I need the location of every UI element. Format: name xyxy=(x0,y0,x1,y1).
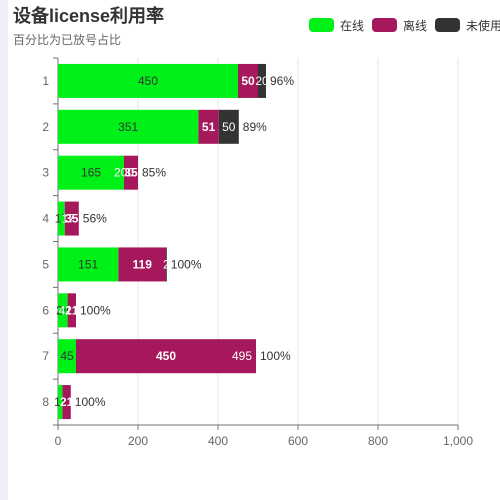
legend-swatch-online xyxy=(309,18,334,32)
bar-segment xyxy=(58,155,124,190)
hidden-value-label: 495 xyxy=(232,349,252,363)
y-tick-label: 6 xyxy=(42,303,49,317)
x-tick-label: 400 xyxy=(208,434,228,448)
percent-label: 100% xyxy=(260,349,291,363)
bar-segment xyxy=(58,63,238,98)
y-tick-label: 8 xyxy=(42,395,49,409)
y-tick-label: 4 xyxy=(42,212,49,226)
bar-segment xyxy=(62,385,71,420)
percent-label: 100% xyxy=(75,395,106,409)
bar-value-label: 50 xyxy=(222,120,236,134)
bar-segment xyxy=(238,63,258,98)
y-tick-label: 3 xyxy=(42,166,49,180)
bar-segment xyxy=(198,109,219,144)
legend-item-unused[interactable]: 未使用 xyxy=(435,16,500,34)
bar-value-label: 50 xyxy=(241,74,255,88)
bar-value-label: 45 xyxy=(60,349,74,363)
bar-value-label: 119 xyxy=(133,257,153,271)
bar-value-label: 24 xyxy=(56,303,70,317)
legend-item-offline[interactable]: 离线 xyxy=(372,16,427,34)
x-tick-label: 800 xyxy=(368,434,388,448)
percent-label: 56% xyxy=(83,212,107,226)
bar-value-label: 450 xyxy=(138,74,158,88)
bar-value-label: 351 xyxy=(118,120,138,134)
x-tick-label: 200 xyxy=(128,434,148,448)
bar-segment xyxy=(76,339,256,374)
legend-swatch-unused xyxy=(435,18,460,32)
bar-value-label: 20 xyxy=(255,74,269,88)
bar-segment xyxy=(166,247,167,282)
bar-segment xyxy=(258,63,266,98)
bar-segment xyxy=(58,109,199,144)
bar-segment xyxy=(58,385,63,420)
bar-value-label: 11 xyxy=(54,395,67,409)
bar-value-label: 35 xyxy=(65,212,79,226)
y-tick-label: 2 xyxy=(42,120,49,134)
y-tick-label: 5 xyxy=(42,257,49,271)
percent-label: 89% xyxy=(243,120,267,134)
percent-label: 85% xyxy=(142,166,166,180)
y-tick-label: 1 xyxy=(42,74,49,88)
bar-segment xyxy=(67,293,76,328)
bar-value-label: 165 xyxy=(81,166,101,180)
bar-value-label: 21 xyxy=(65,303,79,317)
percent-label: 96% xyxy=(270,74,294,88)
hidden-value-label: 200 xyxy=(114,166,134,180)
bar-value-label: 151 xyxy=(78,257,98,271)
percent-label: 100% xyxy=(171,257,202,271)
legend-label-offline: 离线 xyxy=(403,18,428,33)
legend-label-unused: 未使用 xyxy=(466,18,500,33)
x-tick-label: 1,000 xyxy=(443,434,473,448)
left-edge-strip xyxy=(0,0,8,500)
y-tick-label: 7 xyxy=(42,349,49,363)
bar-value-label: 2 xyxy=(163,257,170,271)
bar-value-label: 21 xyxy=(60,395,74,409)
chart-subtitle: 百分比为已放号占比 xyxy=(13,33,122,47)
legend-label-online: 在线 xyxy=(340,18,365,33)
x-tick-label: 0 xyxy=(55,434,62,448)
bar-segment xyxy=(58,293,68,328)
hidden-value-label: 41 xyxy=(59,303,73,317)
bar-value-label: 17 xyxy=(55,212,69,226)
bar-value-label: 51 xyxy=(202,120,216,134)
bar-segment xyxy=(124,155,138,190)
percent-label: 100% xyxy=(80,303,111,317)
bar-value-label: 35 xyxy=(124,166,138,180)
bar-segment xyxy=(58,201,65,236)
bar-segment xyxy=(118,247,166,282)
bar-segment xyxy=(218,109,239,144)
bar-value-label: 450 xyxy=(156,349,176,363)
hidden-value-label: 17 xyxy=(61,212,75,226)
bar-segment xyxy=(58,339,76,374)
bar-segment xyxy=(64,201,79,236)
x-tick-label: 600 xyxy=(288,434,308,448)
bar-segment xyxy=(58,247,119,282)
chart-title: 设备license利用率 xyxy=(13,6,165,26)
legend-item-online[interactable]: 在线 xyxy=(309,16,364,34)
legend-swatch-offline xyxy=(372,18,397,32)
